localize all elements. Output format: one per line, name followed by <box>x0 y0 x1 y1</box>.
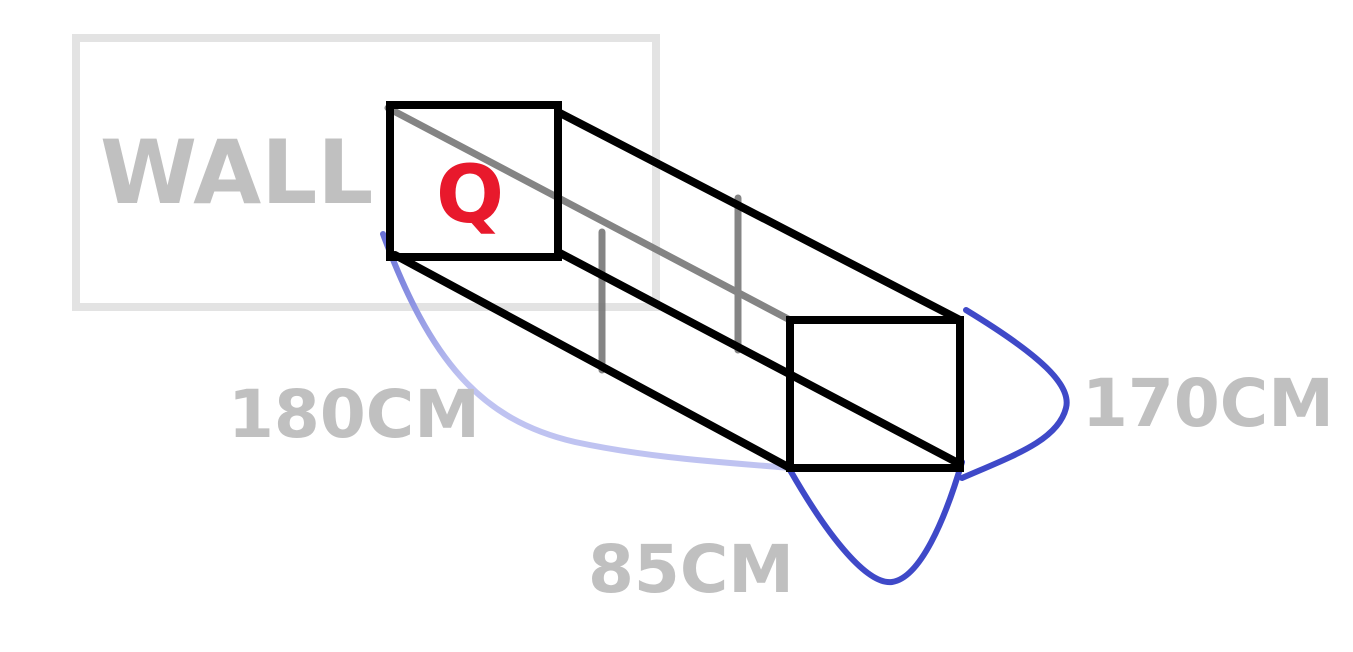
dimension-curve-85 <box>787 459 965 586</box>
far-face <box>786 316 964 472</box>
top-connecting-edge <box>554 108 964 324</box>
dimension-curve-170 <box>959 307 1070 481</box>
bottom-connecting-edge <box>391 251 794 472</box>
dimension-label-180: 180CM <box>228 376 480 453</box>
dimension-curve-180 <box>380 231 793 471</box>
hidden-diagonal-edge <box>384 104 794 324</box>
point-q-label: Q <box>436 148 504 241</box>
dimension-label-170: 170CM <box>1082 365 1334 442</box>
wall-outline <box>72 34 660 311</box>
middle-connecting-edge <box>554 248 964 468</box>
wall-label: WALL <box>100 121 373 224</box>
hidden-edges <box>384 104 794 374</box>
box-edges <box>386 101 964 472</box>
dimension-label-85: 85CM <box>588 531 794 608</box>
near-face <box>386 101 562 261</box>
